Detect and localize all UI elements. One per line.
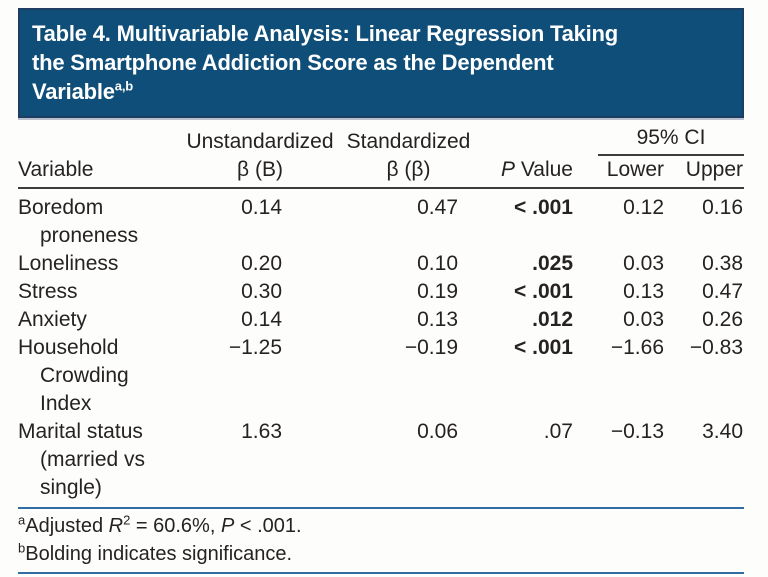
footnote-a: aAdjusted R2 = 60.6%, P < .001.	[18, 512, 302, 537]
footnote-top-rule	[18, 507, 744, 509]
cell-unstd: 0.30	[241, 280, 282, 303]
header-spanner-row: Unstandardized Standardized 95% CI	[18, 124, 744, 156]
cell-upper: 0.26	[702, 308, 743, 331]
cell-unstd: 0.14	[241, 196, 282, 219]
footnotes: aAdjusted R2 = 60.6%, P < .001. bBolding…	[18, 509, 744, 572]
cell-pvalue: < .001	[514, 196, 573, 219]
variable-name: Marital status (married vs single)	[18, 420, 146, 499]
cell-unstd: 1.63	[241, 420, 282, 443]
table-row-loneliness: Loneliness 0.20 0.10 .025 0.03 0.38	[18, 250, 744, 278]
variable-name: Household Crowding Index	[18, 336, 129, 415]
table-title-line3: Variablea,b	[32, 77, 730, 106]
cell-upper: 0.38	[702, 252, 743, 275]
col-header-unstandardized: Unstandardized	[186, 130, 334, 153]
col-header-unstd-beta: β (B)	[183, 156, 337, 189]
cell-lower: −0.13	[610, 420, 664, 443]
cell-std: 0.10	[417, 252, 458, 275]
cell-lower: 0.12	[623, 196, 664, 219]
col-header-variable: Variable	[18, 156, 183, 189]
pvalue-rest: Value	[515, 158, 573, 181]
table-title-line1: Table 4. Multivariable Analysis: Linear …	[32, 21, 619, 46]
col-header-standardized: Standardized	[346, 130, 471, 153]
cell-pvalue: .012	[532, 308, 573, 331]
table-row-marital-status: Marital status (married vs single) 1.63 …	[18, 418, 744, 507]
footnote-a-marker: a	[18, 512, 26, 528]
table-title-line3-text: Variable	[32, 79, 115, 104]
cell-lower: 0.13	[623, 280, 664, 303]
cell-pvalue: .025	[532, 252, 573, 275]
table-row-stress: Stress 0.30 0.19 < .001 0.13 0.47	[18, 278, 744, 306]
table-bottom-rule	[18, 572, 744, 574]
table-figure: Table 4. Multivariable Analysis: Linear …	[18, 8, 744, 574]
cell-upper: 3.40	[702, 420, 743, 443]
variable-name: Boredom proneness	[18, 196, 139, 247]
r-squared: R2	[108, 512, 131, 537]
cell-pvalue: < .001	[514, 336, 573, 359]
cell-lower: −1.66	[610, 336, 664, 359]
cell-std: −0.19	[404, 336, 458, 359]
table-row-household-crowding: Household Crowding Index −1.25 −0.19 < .…	[18, 334, 744, 418]
table-row-anxiety: Anxiety 0.14 0.13 .012 0.03 0.26	[18, 306, 744, 334]
cell-std: 0.13	[417, 308, 458, 331]
cell-unstd: 0.14	[241, 308, 282, 331]
table-title-line2: the Smartphone Addiction Score as the De…	[32, 50, 554, 75]
variable-name: Stress	[18, 280, 78, 303]
cell-std: 0.19	[417, 280, 458, 303]
cell-unstd: 0.20	[241, 252, 282, 275]
regression-table: Unstandardized Standardized 95% CI Varia…	[18, 124, 744, 507]
spacer-cell	[480, 124, 575, 156]
cell-std: 0.47	[417, 196, 458, 219]
footnote-b-marker: b	[18, 540, 26, 556]
cell-pvalue: .07	[543, 420, 573, 443]
table-title-bar: Table 4. Multivariable Analysis: Linear …	[18, 8, 744, 118]
pvalue-p-italic: P	[500, 158, 515, 181]
cell-pvalue: < .001	[514, 280, 573, 303]
cell-unstd: −1.25	[228, 336, 282, 359]
col-header-std-beta: β (β)	[337, 156, 480, 189]
title-superscript: a,b	[114, 78, 133, 94]
cell-upper: 0.16	[702, 196, 743, 219]
cell-lower: 0.03	[623, 252, 664, 275]
col-header-pvalue: P Value	[480, 156, 575, 189]
cell-upper: −0.83	[689, 336, 743, 359]
cell-upper: 0.47	[702, 280, 743, 303]
cell-lower: 0.03	[623, 308, 664, 331]
variable-name: Loneliness	[18, 252, 119, 275]
ci-spanner-cell: 95% CI	[575, 124, 744, 156]
spacer-cell	[18, 124, 183, 156]
col-header-lower: Lower	[575, 156, 668, 189]
p-italic: P	[220, 515, 235, 537]
table-row-boredom: Boredom proneness 0.14 0.47 < .001 0.12 …	[18, 188, 744, 250]
footnote-b: bBolding indicates significance.	[18, 540, 293, 565]
ci-spanner-label: 95% CI	[598, 124, 744, 156]
col-header-upper: Upper	[668, 156, 744, 189]
cell-std: 0.06	[417, 420, 458, 443]
header-row: Variable β (B) β (β) P Value Lower Upper	[18, 156, 744, 189]
variable-name: Anxiety	[18, 308, 87, 331]
